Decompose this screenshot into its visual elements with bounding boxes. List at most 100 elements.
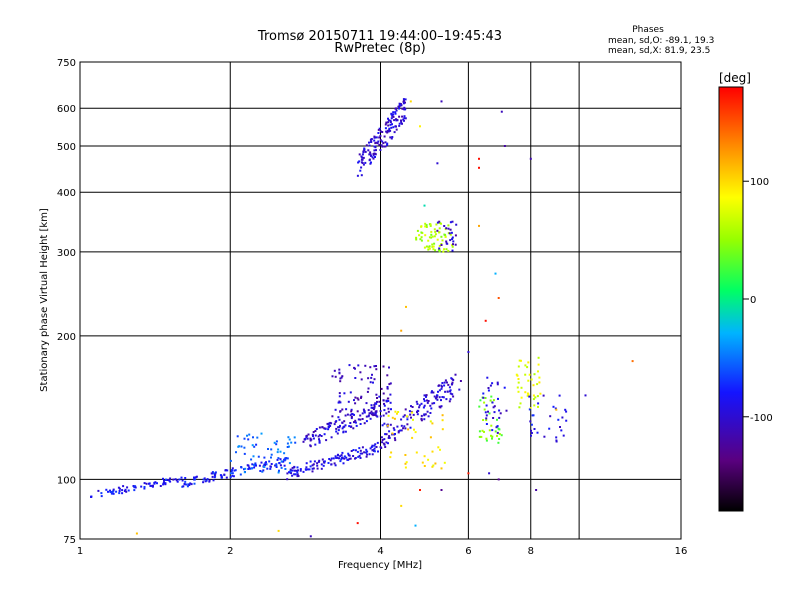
data-point [323, 460, 326, 463]
data-point [395, 109, 398, 112]
data-point [118, 492, 121, 495]
data-point [533, 428, 536, 430]
data-point [379, 415, 382, 418]
data-point [390, 126, 393, 129]
data-point [294, 469, 296, 472]
data-point [385, 433, 388, 436]
data-point [420, 236, 423, 239]
data-point [159, 485, 162, 487]
data-point [381, 145, 384, 148]
data-point [538, 381, 541, 384]
data-point [372, 449, 375, 451]
data-point [373, 149, 376, 152]
data-point [145, 482, 148, 485]
data-point [376, 142, 379, 145]
data-point [373, 447, 376, 450]
data-point [388, 383, 391, 386]
data-point [584, 394, 587, 397]
data-point [441, 396, 444, 398]
data-point [378, 400, 381, 403]
data-point [234, 469, 237, 472]
data-point [381, 131, 384, 133]
data-point [356, 450, 359, 453]
data-point [411, 411, 414, 414]
data-point [152, 484, 154, 487]
data-point [440, 489, 443, 491]
data-point [269, 467, 272, 470]
data-point [214, 475, 217, 478]
data-point [349, 457, 352, 460]
data-point [381, 140, 384, 143]
data-point [293, 436, 296, 439]
data-point [387, 117, 389, 120]
data-point [370, 410, 373, 413]
data-point [387, 410, 390, 413]
data-point [326, 422, 329, 425]
data-point [306, 437, 309, 440]
data-point [437, 390, 439, 393]
data-point [239, 473, 242, 476]
data-point [448, 232, 451, 235]
data-point [486, 376, 489, 379]
data-point [291, 469, 294, 472]
data-point [369, 381, 372, 384]
data-point [381, 441, 384, 444]
data-point [320, 467, 323, 470]
data-point [307, 433, 310, 436]
data-point [150, 484, 153, 487]
data-point [363, 411, 366, 414]
data-point [458, 388, 461, 391]
data-point [335, 430, 338, 433]
data-point [379, 134, 382, 137]
data-point [369, 366, 372, 369]
data-point [449, 390, 451, 393]
x-tick-label: 6 [465, 546, 471, 557]
data-point [497, 397, 499, 400]
data-point [431, 422, 434, 425]
data-point [386, 131, 389, 134]
data-point [424, 222, 427, 225]
data-point [433, 228, 436, 231]
data-point [253, 445, 256, 448]
data-point [338, 418, 341, 421]
data-point [371, 412, 374, 415]
data-point [370, 446, 373, 448]
data-point [311, 470, 314, 473]
data-point [263, 465, 266, 468]
data-point [358, 455, 361, 457]
data-point [370, 161, 372, 164]
data-point [478, 435, 481, 438]
data-point [350, 408, 353, 411]
data-point [440, 244, 443, 246]
data-point [428, 245, 431, 248]
data-point [451, 393, 454, 396]
data-point [283, 459, 286, 462]
data-point [368, 453, 371, 456]
data-point [175, 479, 178, 482]
data-point [452, 243, 454, 246]
data-point [409, 413, 412, 416]
chart-subtitle: RwPretec (8p) [334, 41, 425, 56]
data-point [343, 392, 346, 395]
data-point [387, 124, 390, 127]
data-point [391, 123, 393, 126]
data-point [318, 438, 320, 441]
data-point [338, 426, 341, 429]
data-point [361, 162, 364, 164]
data-point [430, 230, 433, 233]
data-point [339, 455, 342, 458]
data-point [430, 233, 433, 236]
data-point [423, 455, 426, 458]
data-point [338, 368, 341, 371]
data-point [448, 386, 451, 389]
data-point [309, 535, 312, 538]
data-point [377, 132, 380, 134]
data-point [452, 240, 455, 243]
data-point [280, 460, 283, 463]
data-point [122, 485, 125, 488]
data-point [211, 475, 214, 478]
data-point [492, 417, 495, 419]
data-point [365, 402, 368, 405]
data-point [112, 492, 115, 495]
data-point [498, 409, 501, 412]
